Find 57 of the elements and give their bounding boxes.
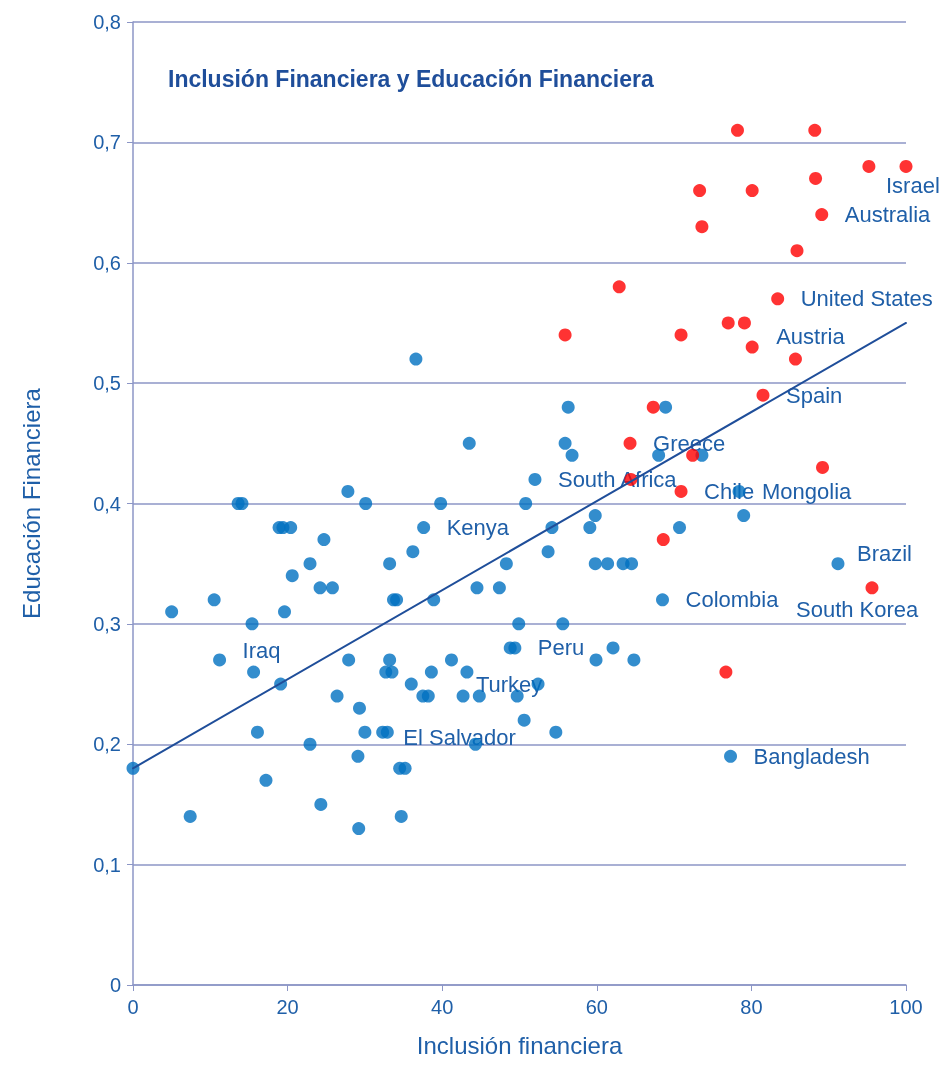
annotation: Mongolia bbox=[762, 478, 853, 504]
annotation: Australia bbox=[844, 202, 932, 228]
annotation: Israel bbox=[886, 172, 940, 198]
point bbox=[899, 159, 913, 173]
point bbox=[719, 665, 733, 679]
point bbox=[808, 123, 822, 137]
y-tick-label: 0,8 bbox=[93, 11, 121, 33]
x-tick-label: 20 bbox=[276, 996, 299, 1018]
x-tick-label: 100 bbox=[889, 996, 923, 1018]
point bbox=[674, 328, 688, 342]
annotation: United States bbox=[800, 286, 933, 312]
annotation: El Salvador bbox=[403, 724, 516, 750]
annotation: Kenya bbox=[446, 515, 510, 541]
y-tick-label: 0,1 bbox=[93, 853, 121, 876]
y-tick-label: 0,6 bbox=[93, 251, 121, 274]
annotation: Spain bbox=[785, 382, 843, 408]
point bbox=[865, 581, 879, 595]
point bbox=[815, 208, 829, 222]
point bbox=[771, 292, 785, 306]
point bbox=[745, 340, 759, 354]
y-axis-title: Educación Financiera bbox=[17, 387, 45, 619]
annotation: Colombia bbox=[685, 587, 780, 613]
point bbox=[745, 184, 759, 198]
x-axis-title: Inclusión financiera bbox=[416, 1031, 623, 1059]
x-tick-label: 80 bbox=[740, 996, 763, 1018]
point bbox=[756, 388, 770, 402]
y-tick-label: 0,7 bbox=[93, 131, 121, 154]
annotation: South Korea bbox=[795, 597, 920, 623]
annotation: Iraq bbox=[242, 638, 281, 664]
point bbox=[731, 123, 744, 137]
point bbox=[721, 316, 735, 330]
point bbox=[790, 244, 804, 258]
y-tick-label: 0,5 bbox=[93, 372, 121, 395]
point bbox=[558, 328, 572, 342]
annotation: Brazil bbox=[856, 541, 912, 567]
point bbox=[809, 171, 823, 185]
point bbox=[695, 220, 709, 234]
x-tick-label: 40 bbox=[431, 996, 454, 1018]
annotation: Peru bbox=[537, 635, 585, 661]
point bbox=[612, 280, 626, 294]
point bbox=[656, 533, 670, 547]
point bbox=[737, 316, 751, 330]
y-tick-label: 0 bbox=[109, 974, 121, 996]
y-tick-label: 0,4 bbox=[93, 492, 121, 515]
point bbox=[816, 460, 830, 474]
y-tick-label: 0,2 bbox=[93, 733, 121, 756]
annotation: Bangladesh bbox=[753, 743, 870, 769]
point bbox=[862, 159, 876, 173]
point bbox=[693, 184, 707, 198]
point bbox=[623, 436, 637, 450]
point bbox=[646, 400, 660, 414]
x-tick-label: 0 bbox=[127, 996, 139, 1018]
text: Inclusión Financiera y Educación Financiera bbox=[168, 65, 654, 92]
x-tick-label: 60 bbox=[585, 996, 608, 1018]
point bbox=[788, 352, 802, 366]
y-tick-label: 0,3 bbox=[93, 612, 121, 635]
annotation: Austria bbox=[776, 323, 846, 349]
